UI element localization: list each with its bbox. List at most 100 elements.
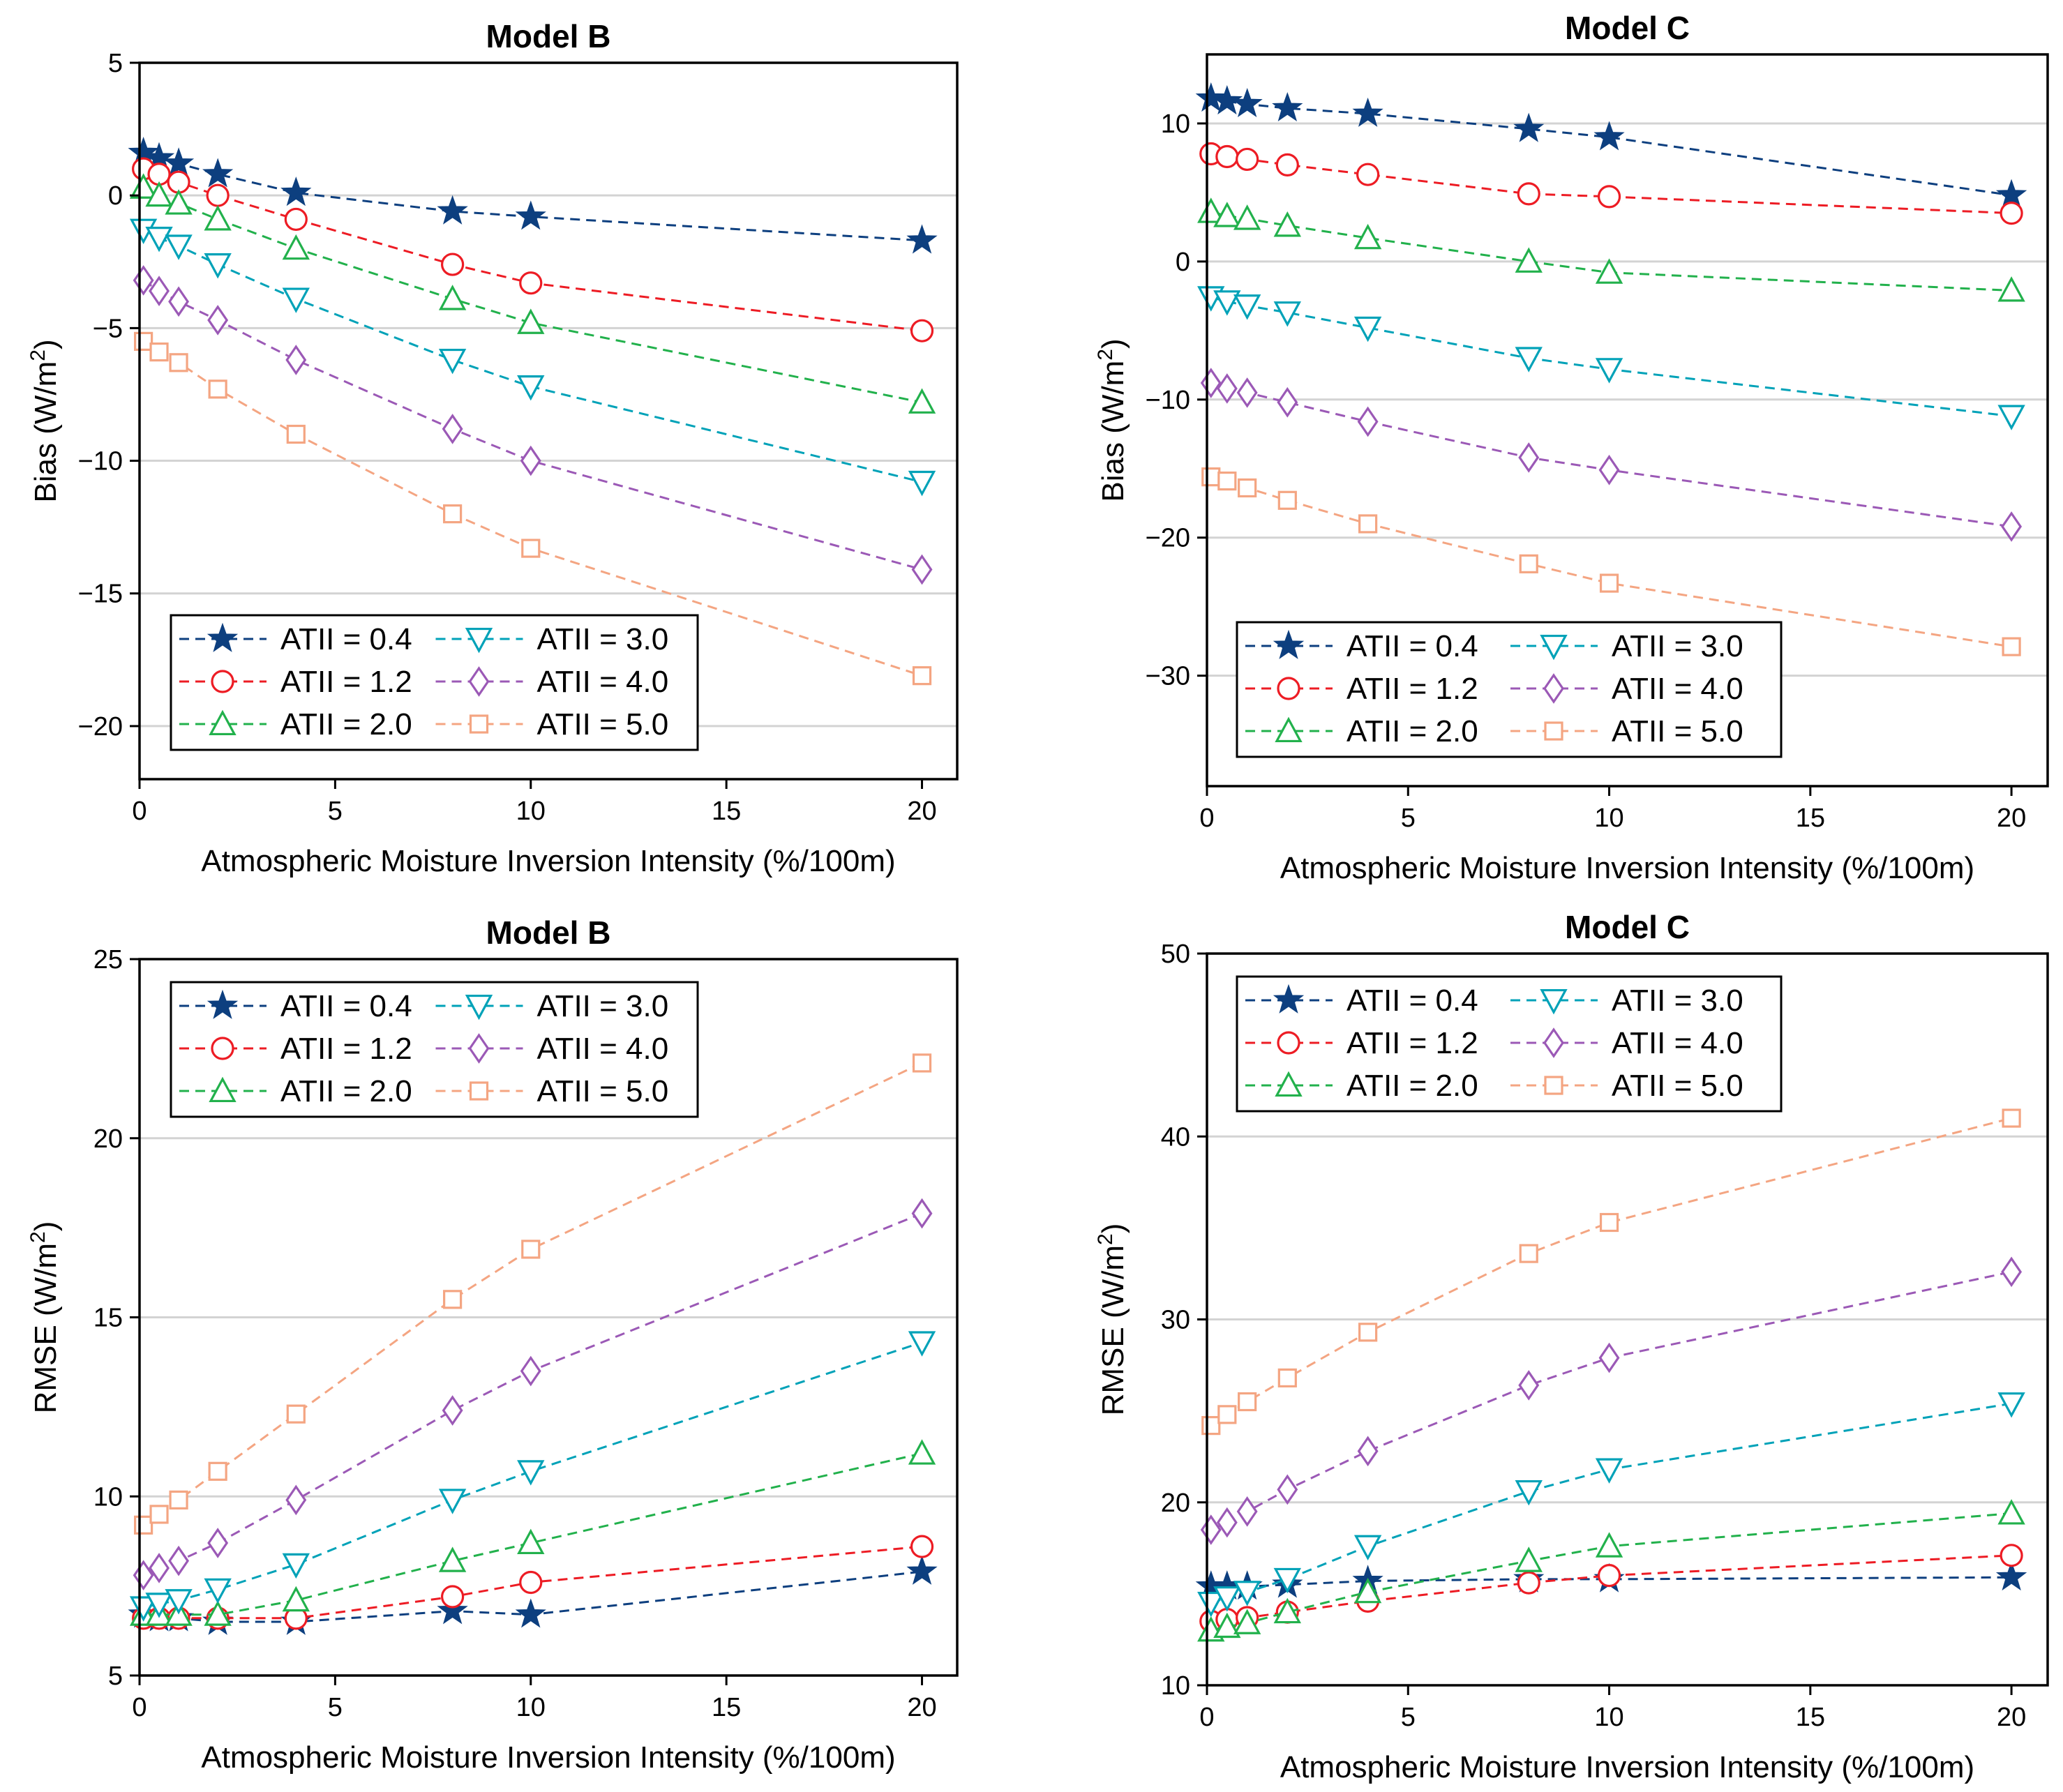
series-atii-3-0 bbox=[129, 218, 936, 497]
data-point bbox=[134, 1515, 153, 1535]
series-atii-5-0 bbox=[1201, 467, 2021, 656]
legend-label: ATII = 3.0 bbox=[1612, 629, 1743, 663]
data-point bbox=[1195, 82, 1226, 112]
x-tick-label: 20 bbox=[1997, 804, 2026, 833]
data-point bbox=[2001, 511, 2023, 542]
legend-marker bbox=[1273, 984, 1305, 1014]
legend-marker bbox=[1275, 716, 1303, 743]
data-point bbox=[442, 1395, 463, 1426]
legend-entry: ATII = 4.0 bbox=[1510, 1026, 1743, 1060]
data-point bbox=[286, 1404, 306, 1424]
data-point bbox=[1515, 1479, 1543, 1506]
y-tick-label: 25 bbox=[93, 945, 123, 974]
data-point bbox=[438, 285, 467, 310]
legend-marker bbox=[468, 666, 490, 697]
legend-label: ATII = 3.0 bbox=[537, 622, 669, 656]
legend-marker bbox=[1543, 673, 1564, 704]
x-tick-label: 10 bbox=[1594, 1703, 1623, 1732]
data-point bbox=[1517, 1571, 1540, 1595]
x-tick-label: 0 bbox=[1199, 804, 1214, 833]
legend-entry: ATII = 5.0 bbox=[1510, 1069, 1743, 1103]
y-tick-label: 10 bbox=[93, 1482, 123, 1512]
plot-frame bbox=[1206, 53, 2049, 788]
x-tick-label: 20 bbox=[1997, 1703, 2026, 1732]
x-tick-label: 10 bbox=[516, 797, 546, 826]
data-point bbox=[285, 1484, 307, 1516]
series-atii-2-0 bbox=[1197, 1499, 2025, 1642]
data-point bbox=[906, 224, 938, 254]
data-point bbox=[1513, 112, 1545, 142]
legend-entry: ATII = 0.4 bbox=[179, 989, 412, 1023]
y-axis-label: Bias (W/m2) bbox=[1094, 338, 1130, 502]
legend-entry: ATII = 3.0 bbox=[1510, 629, 1743, 663]
data-point bbox=[1231, 88, 1263, 118]
data-point bbox=[1277, 490, 1297, 510]
data-point bbox=[1358, 1323, 1378, 1342]
x-tick-label: 10 bbox=[1594, 804, 1623, 833]
legend-entry: ATII = 3.0 bbox=[1510, 984, 1743, 1018]
data-point bbox=[2002, 1108, 2021, 1128]
data-point bbox=[1353, 1577, 1382, 1604]
data-point bbox=[169, 353, 188, 372]
legend-box bbox=[170, 614, 699, 751]
data-point bbox=[1995, 179, 2027, 209]
series-atii-2-0 bbox=[129, 173, 936, 414]
data-point bbox=[1213, 1612, 1241, 1639]
legend-entry: ATII = 3.0 bbox=[435, 989, 668, 1023]
data-point bbox=[285, 345, 307, 375]
x-tick-label: 10 bbox=[516, 1693, 546, 1722]
data-point bbox=[202, 158, 234, 188]
legend-label: ATII = 5.0 bbox=[537, 1074, 669, 1108]
legend-entry: ATII = 4.0 bbox=[1510, 672, 1743, 706]
data-point bbox=[1215, 144, 1239, 169]
data-point bbox=[1517, 182, 1540, 206]
legend-label: ATII = 5.0 bbox=[537, 707, 669, 741]
data-point bbox=[912, 666, 932, 686]
data-point bbox=[1353, 316, 1382, 342]
legend: ATII = 0.4 ATII = 1.2 ATII = 2.0 ATII = 3.0… bbox=[170, 614, 699, 751]
series-line bbox=[142, 1212, 923, 1576]
data-point bbox=[1597, 1564, 1621, 1588]
legend-marker bbox=[1275, 1071, 1303, 1097]
data-point bbox=[1233, 1609, 1261, 1634]
series-line bbox=[143, 167, 922, 332]
data-point bbox=[517, 1528, 545, 1555]
y-tick-label: −20 bbox=[78, 712, 123, 741]
data-point bbox=[438, 348, 467, 375]
legend-label: ATII = 4.0 bbox=[1612, 672, 1743, 706]
legend-marker bbox=[469, 1081, 489, 1101]
plot-frame bbox=[138, 61, 959, 781]
data-point bbox=[1353, 1535, 1382, 1561]
data-point bbox=[207, 305, 229, 336]
data-point bbox=[165, 234, 193, 260]
y-tick-label: −10 bbox=[78, 447, 123, 476]
data-point bbox=[1273, 1567, 1301, 1594]
data-point bbox=[1213, 290, 1241, 316]
data-point bbox=[145, 226, 173, 253]
x-tick-label: 5 bbox=[328, 797, 343, 826]
legend-entry: ATII = 2.0 bbox=[179, 707, 412, 741]
data-point bbox=[1997, 1499, 2025, 1525]
x-tick-label: 15 bbox=[712, 797, 741, 826]
x-tick-label: 0 bbox=[132, 1693, 147, 1722]
data-point bbox=[149, 1505, 169, 1524]
legend-entry: ATII = 2.0 bbox=[1245, 1069, 1478, 1103]
y-tick-label: 15 bbox=[93, 1304, 123, 1333]
data-point bbox=[1213, 202, 1241, 227]
x-tick-label: 20 bbox=[907, 797, 936, 826]
series-atii-4-0 bbox=[1200, 1256, 2023, 1545]
y-axis-label: RMSE (W/m2) bbox=[27, 1221, 63, 1414]
data-point bbox=[1233, 294, 1261, 320]
data-point bbox=[1356, 163, 1380, 186]
x-axis-label: Atmospheric Moisture Inversion Intensity… bbox=[201, 1740, 895, 1775]
data-point bbox=[911, 1198, 933, 1229]
data-point bbox=[908, 470, 936, 497]
legend-label: ATII = 1.2 bbox=[280, 665, 412, 699]
data-point bbox=[1217, 471, 1237, 491]
data-point bbox=[168, 286, 190, 317]
legend-entry: ATII = 1.2 bbox=[179, 1032, 412, 1066]
data-point bbox=[149, 1553, 170, 1583]
series-atii-5-0 bbox=[1201, 1108, 2021, 1436]
data-point bbox=[437, 195, 468, 225]
data-point bbox=[908, 1331, 936, 1357]
